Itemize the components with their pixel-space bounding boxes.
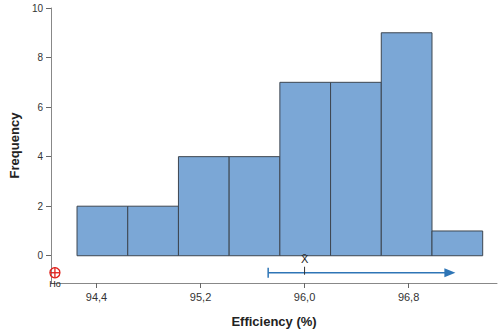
- svg-text:Efficiency (%): Efficiency (%): [231, 314, 316, 329]
- svg-text:8: 8: [37, 52, 43, 63]
- svg-text:2: 2: [37, 201, 43, 212]
- svg-text:10: 10: [32, 3, 44, 14]
- svg-text:96,0: 96,0: [294, 291, 315, 303]
- svg-text:6: 6: [37, 102, 43, 113]
- svg-text:0: 0: [37, 250, 43, 261]
- svg-text:96,8: 96,8: [398, 291, 419, 303]
- svg-text:95,2: 95,2: [190, 291, 211, 303]
- svg-text:Ho: Ho: [49, 279, 61, 289]
- svg-text:X̄: X̄: [301, 253, 309, 265]
- svg-text:Frequency: Frequency: [7, 112, 22, 179]
- svg-text:94,4: 94,4: [86, 291, 107, 303]
- svg-text:4: 4: [37, 151, 43, 162]
